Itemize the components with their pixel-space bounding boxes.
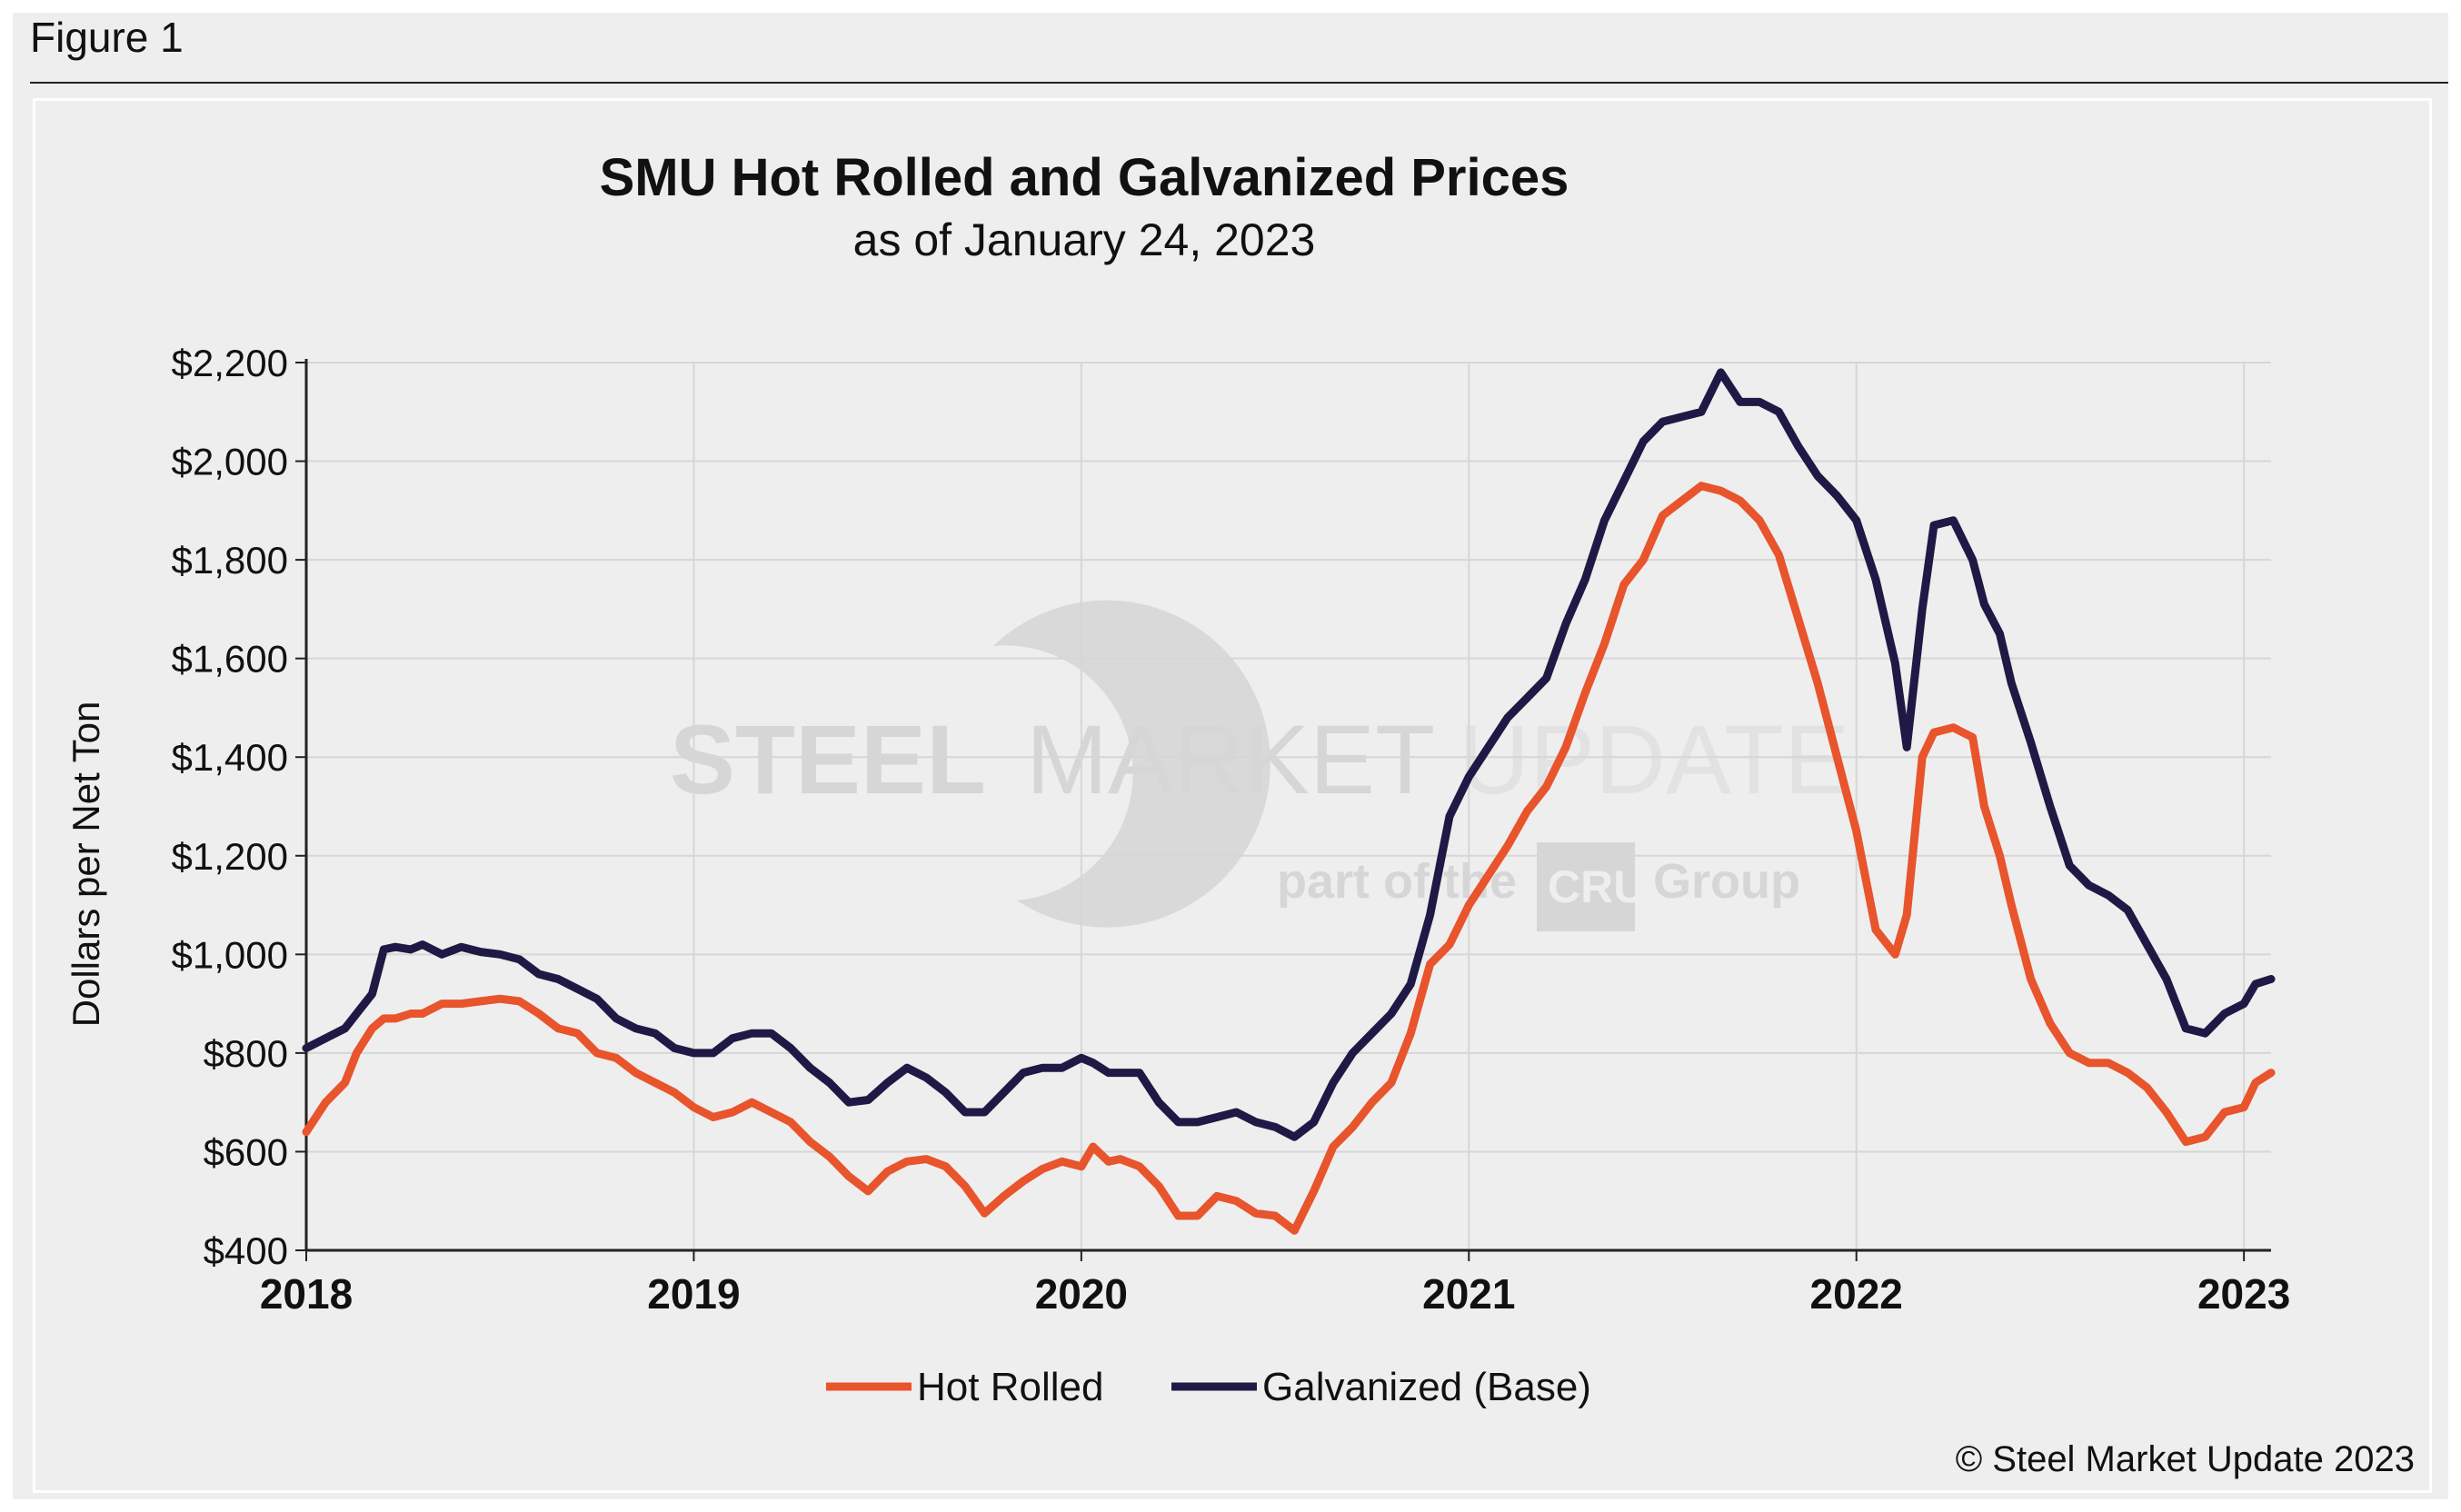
legend: Hot Rolled Galvanized (Base) bbox=[826, 1365, 1591, 1409]
legend-label-galvanized: Galvanized (Base) bbox=[1262, 1365, 1591, 1409]
chart-panel: STEEL MARKET UPDATE part of the CRU Grou… bbox=[33, 98, 2432, 1493]
watermark-brand-bold: STEEL bbox=[670, 704, 986, 814]
watermark-brand-light: UPDATE bbox=[1459, 704, 1849, 814]
y-tick-label: $1,200 bbox=[172, 835, 288, 878]
y-tick-label: $1,600 bbox=[172, 638, 288, 681]
x-tick-label: 2022 bbox=[1810, 1270, 1903, 1318]
watermark-tagline-post: Group bbox=[1653, 854, 1800, 909]
grid-lines bbox=[306, 362, 2271, 1250]
series-line-hot-rolled bbox=[302, 482, 2276, 1235]
x-tick-label: 2021 bbox=[1422, 1270, 1515, 1318]
chart-subtitle: as of January 24, 2023 bbox=[853, 214, 1316, 265]
figure-label: Figure 1 bbox=[30, 14, 184, 61]
y-axis-label: Dollars per Net Ton bbox=[65, 701, 107, 1028]
series-lines bbox=[302, 368, 2276, 1235]
watermark-cru-box bbox=[1537, 842, 1635, 931]
copyright-text: © Steel Market Update 2023 bbox=[1956, 1439, 2415, 1479]
y-tick-label: $800 bbox=[204, 1032, 288, 1075]
chart-title: SMU Hot Rolled and Galvanized Prices bbox=[600, 148, 1569, 207]
y-tick-label: $1,800 bbox=[172, 539, 288, 582]
figure-rule bbox=[30, 82, 2448, 84]
y-tick-label: $1,400 bbox=[172, 736, 288, 779]
watermark-cru-text: CRU bbox=[1548, 861, 1646, 912]
axes bbox=[295, 359, 2271, 1261]
x-tick-label: 2023 bbox=[2197, 1270, 2290, 1318]
series-line-galvanized bbox=[302, 368, 2276, 1141]
watermark-logo: STEEL MARKET UPDATE part of the CRU Grou… bbox=[670, 600, 1849, 931]
y-tick-label: $2,000 bbox=[172, 441, 288, 483]
watermark-swoosh bbox=[993, 600, 1270, 928]
y-tick-label: $400 bbox=[204, 1229, 288, 1272]
y-tick-label: $2,200 bbox=[172, 342, 288, 384]
legend-label-hot-rolled: Hot Rolled bbox=[917, 1365, 1103, 1409]
x-tick-label: 2020 bbox=[1035, 1270, 1128, 1318]
y-tick-label: $600 bbox=[204, 1130, 288, 1173]
x-tick-label: 2018 bbox=[260, 1270, 353, 1318]
y-tick-label: $1,000 bbox=[172, 933, 288, 976]
chart-svg: STEEL MARKET UPDATE part of the CRU Grou… bbox=[65, 148, 2415, 1479]
x-tick-label: 2019 bbox=[647, 1270, 740, 1318]
tick-labels: $400 $600 $800 $1,000 $1,200 $1,400 $1,600 $1,8… bbox=[172, 342, 2291, 1318]
watermark-brand-mid: MARKET bbox=[1026, 704, 1435, 814]
